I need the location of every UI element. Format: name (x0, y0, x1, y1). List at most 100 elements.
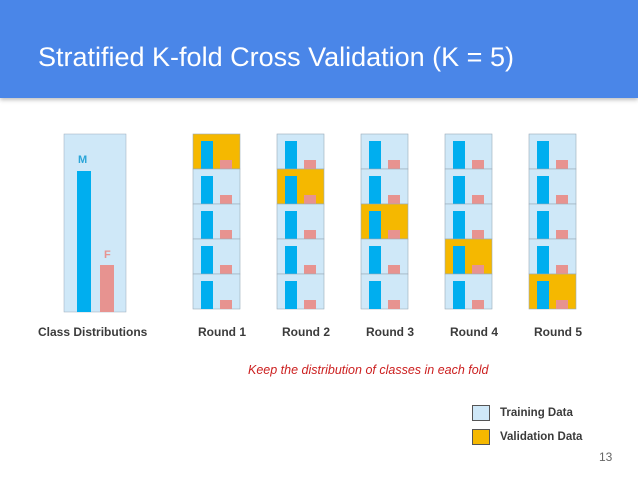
class-distribution-box (63, 133, 127, 313)
slide-title: Stratified K-fold Cross Validation (K = … (38, 42, 514, 72)
validation-swatch (472, 429, 490, 445)
fold-male-bar (453, 141, 465, 169)
fold-male-bar (285, 176, 297, 204)
fold-female-bar (472, 160, 484, 169)
training-fold (528, 168, 577, 205)
validation-fold (192, 133, 241, 170)
fold-female-bar (220, 230, 232, 239)
training-fold (528, 203, 577, 240)
training-fold (444, 203, 493, 240)
fold-male-bar (369, 281, 381, 309)
fold-male-bar (453, 281, 465, 309)
fold-female-bar (556, 230, 568, 239)
fold-male-bar (201, 141, 213, 169)
male-label: M (78, 154, 87, 166)
training-fold (360, 133, 409, 170)
fold-male-bar (201, 211, 213, 239)
fold-male-bar (369, 176, 381, 204)
round-1: Round 1 (192, 133, 246, 339)
training-fold (276, 203, 325, 240)
fold-female-bar (388, 265, 400, 274)
fold-male-bar (537, 211, 549, 239)
training-fold (360, 168, 409, 205)
stratification-note: Keep the distribution of classes in each… (248, 363, 489, 377)
fold-female-bar (472, 230, 484, 239)
training-fold (276, 133, 325, 170)
training-fold (360, 273, 409, 310)
fold-male-bar (453, 246, 465, 274)
fold-male-bar (537, 281, 549, 309)
fold-female-bar (388, 230, 400, 239)
training-fold (276, 273, 325, 310)
fold-male-bar (285, 246, 297, 274)
fold-female-bar (556, 300, 568, 309)
male-bar (77, 171, 91, 312)
fold-female-bar (556, 160, 568, 169)
round-5: Round 5 (528, 133, 582, 339)
validation-fold (444, 238, 493, 275)
training-fold (528, 238, 577, 275)
fold-male-bar (201, 246, 213, 274)
fold-female-bar (388, 160, 400, 169)
fold-female-bar (556, 195, 568, 204)
fold-female-bar (472, 265, 484, 274)
round-label: Round 5 (534, 325, 582, 339)
fold-male-bar (285, 211, 297, 239)
training-fold (192, 238, 241, 275)
training-fold (192, 168, 241, 205)
fold-male-bar (453, 211, 465, 239)
training-fold (528, 133, 577, 170)
round-2: Round 2 (276, 133, 330, 339)
fold-male-bar (285, 141, 297, 169)
class-distribution-label: Class Distributions (38, 325, 148, 339)
training-fold (444, 273, 493, 310)
training-fold (360, 238, 409, 275)
fold-female-bar (220, 195, 232, 204)
fold-female-bar (304, 300, 316, 309)
validation-legend-label: Validation Data (500, 431, 583, 443)
fold-male-bar (369, 211, 381, 239)
fold-male-bar (369, 141, 381, 169)
validation-fold (528, 273, 577, 310)
fold-female-bar (304, 230, 316, 239)
fold-female-bar (220, 265, 232, 274)
fold-male-bar (537, 246, 549, 274)
training-fold (192, 273, 241, 310)
rounds-group: Round 1 Round 2 Round 3 Round 4 Round 5 (192, 133, 582, 339)
training-fold (276, 238, 325, 275)
fold-male-bar (369, 246, 381, 274)
round-label: Round 2 (282, 325, 330, 339)
round-4: Round 4 (444, 133, 498, 339)
fold-female-bar (220, 300, 232, 309)
fold-male-bar (453, 176, 465, 204)
training-legend-label: Training Data (500, 407, 573, 419)
fold-female-bar (304, 160, 316, 169)
fold-male-bar (537, 141, 549, 169)
fold-female-bar (304, 265, 316, 274)
validation-fold (360, 203, 409, 240)
legend-validation: Validation Data (472, 428, 582, 446)
fold-male-bar (537, 176, 549, 204)
round-3: Round 3 (360, 133, 414, 339)
training-swatch (472, 405, 490, 421)
page-number: 13 (599, 450, 613, 464)
fold-female-bar (388, 300, 400, 309)
fold-female-bar (388, 195, 400, 204)
female-label: F (104, 249, 111, 261)
fold-female-bar (556, 265, 568, 274)
fold-female-bar (472, 195, 484, 204)
class-distribution-panel: M F Class Distributions (38, 133, 148, 339)
fold-female-bar (220, 160, 232, 169)
legend-training: Training Data (472, 404, 573, 422)
round-label: Round 4 (450, 325, 498, 339)
fold-female-bar (472, 300, 484, 309)
validation-fold (276, 168, 325, 205)
round-label: Round 1 (198, 325, 246, 339)
fold-female-bar (304, 195, 316, 204)
training-fold (444, 133, 493, 170)
slide-header: Stratified K-fold Cross Validation (K = … (0, 0, 638, 98)
fold-male-bar (285, 281, 297, 309)
training-fold (192, 203, 241, 240)
fold-male-bar (201, 176, 213, 204)
